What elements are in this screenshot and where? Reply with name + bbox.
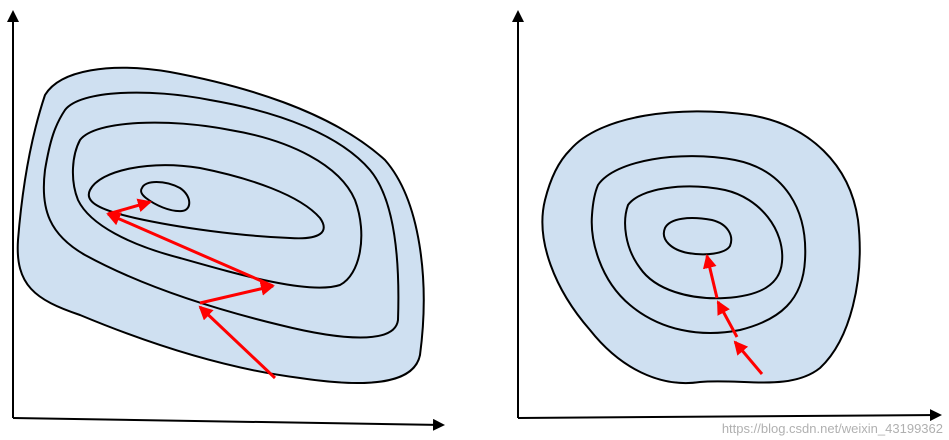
left-arrow-step-1	[198, 305, 277, 380]
left-contour-1	[16, 66, 425, 384]
left-x-axis	[12, 417, 445, 431]
left-contour-3	[72, 121, 363, 289]
left-arrow-step-2	[199, 281, 275, 305]
left-contour-2	[42, 91, 400, 339]
right-arrow-step-3	[702, 254, 719, 299]
right-contour-4	[662, 217, 733, 256]
left-contour-5	[140, 181, 191, 213]
right-x-axis	[517, 409, 942, 422]
left-arrow-step-4	[107, 198, 152, 216]
right-arrow-step-1	[733, 340, 764, 375]
right-contour-3	[624, 185, 784, 300]
left-arrow-step-3	[106, 212, 274, 288]
left-panel	[6, 10, 445, 431]
left-contour-4	[87, 164, 325, 240]
watermark-text: https://blog.csdn.net/weixin_43199362	[721, 421, 943, 436]
right-panel	[512, 10, 942, 422]
right-contour-2	[590, 155, 807, 334]
right-contour-1	[541, 110, 861, 384]
right-arrow-step-2	[716, 300, 739, 338]
